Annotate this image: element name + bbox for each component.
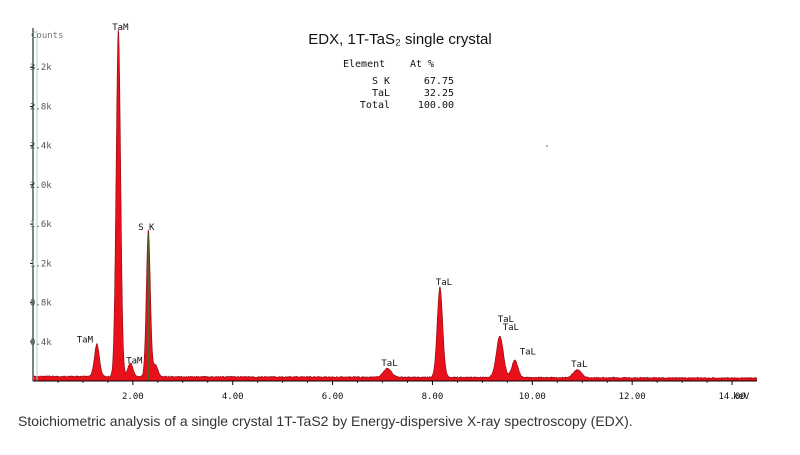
x-ticks: 2.00 4.00 6.00 8.00 10.00 12.00 14.00 <box>57 381 746 402</box>
y-tick-label: 3.2k <box>30 63 52 73</box>
y-axis-label: Counts <box>31 31 64 41</box>
composition-row-element: TaL <box>372 88 390 99</box>
edx-spectrum-chart: 2.00 4.00 6.00 8.00 10.00 12.00 14.00 0.4k 0.8k… <box>30 23 758 402</box>
y-tick-label: 2.0k <box>30 181 52 191</box>
composition-table: Element At % S K 67.75 TaL 32.25 Total 1… <box>343 59 454 111</box>
composition-header-at: At % <box>410 59 434 70</box>
peak-label: TaL <box>498 315 514 325</box>
x-tick-label: 14.00 <box>718 392 745 402</box>
y-tick-label: 0.8k <box>30 299 52 309</box>
x-axis-label: keV <box>733 392 750 402</box>
spectrum-marker-dot <box>546 145 548 147</box>
y-tick-label: 0.4k <box>30 338 52 348</box>
x-tick-label: 8.00 <box>422 392 444 402</box>
spectrum-layer <box>33 29 758 382</box>
y-tick-label: 2.4k <box>30 142 52 152</box>
x-tick-label: 6.00 <box>322 392 344 402</box>
chart-title: EDX, 1T-TaS₂ single crystal <box>308 31 491 48</box>
x-tick-label: 4.00 <box>222 392 244 402</box>
x-tick-label: 12.00 <box>619 392 646 402</box>
figure-caption: Stoichiometric analysis of a single crys… <box>18 413 633 429</box>
spectrum-area <box>33 29 758 382</box>
peak-label: TaL <box>436 278 452 288</box>
peak-label: TaM <box>126 356 143 366</box>
y-tick-label: 1.6k <box>30 220 52 230</box>
peak-label: TaL <box>571 360 587 370</box>
composition-row-at: 67.75 <box>424 76 454 87</box>
peak-label: TaL <box>520 347 536 357</box>
peak-label: TaM <box>77 336 94 346</box>
composition-row-element: Total <box>360 100 390 111</box>
composition-header-element: Element <box>343 59 385 70</box>
peak-label: TaM <box>112 23 129 33</box>
y-ticks: 0.4k 0.8k 1.2k 1.6k 2.0k 2.4k 2.8k 3.2k <box>30 63 52 348</box>
x-tick-label: 2.00 <box>122 392 144 402</box>
y-tick-label: 2.8k <box>30 102 52 112</box>
y-tick-label: 1.2k <box>30 259 52 269</box>
composition-row-at: 100.00 <box>418 100 454 111</box>
composition-row-element: S K <box>372 76 390 87</box>
spectrum-outline <box>33 29 758 380</box>
peak-label: TaL <box>381 359 397 369</box>
x-tick-label: 10.00 <box>519 392 546 402</box>
peak-label: TaL <box>503 323 519 333</box>
composition-row-at: 32.25 <box>424 88 454 99</box>
peak-label: S K <box>138 223 155 233</box>
